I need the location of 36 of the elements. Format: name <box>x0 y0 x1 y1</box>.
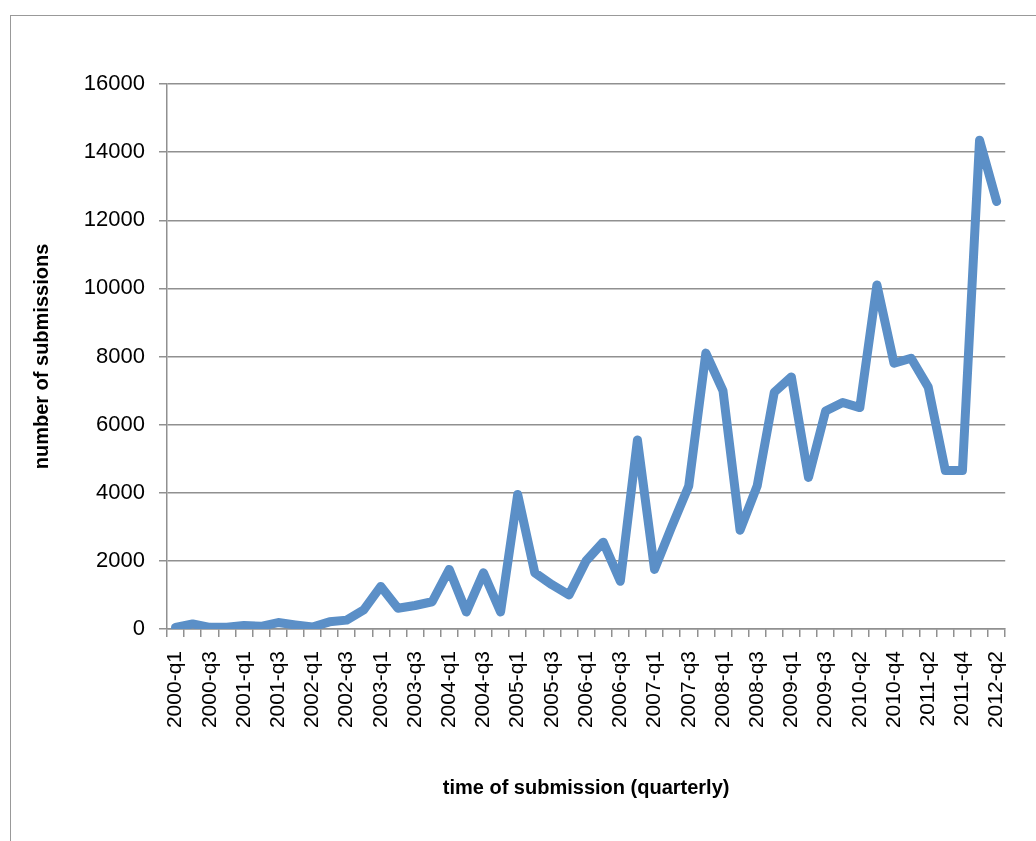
x-tick-label: 2004-q3 <box>470 651 494 729</box>
x-tick-label: 2004-q1 <box>436 651 460 729</box>
x-tick-label: 2009-q1 <box>778 651 802 729</box>
x-tick-label: 2011-q4 <box>949 650 973 727</box>
x-tick-label: 2007-q1 <box>641 651 665 729</box>
y-tick-label: 0 <box>132 615 145 641</box>
x-tick-label: 2010-q4 <box>880 650 904 729</box>
x-tick-label: 2005-q3 <box>538 651 562 729</box>
x-axis-title: time of submission (quarterly) <box>442 775 730 798</box>
x-tick-label: 2002-q3 <box>333 651 357 729</box>
x-tick-label: 2000-q1 <box>162 651 186 729</box>
y-axis-title: number of submissions <box>29 243 52 470</box>
x-tick-label: 2008-q3 <box>743 651 767 729</box>
x-tick-label: 2011-q2 <box>915 651 939 727</box>
x-tick-label: 2010-q2 <box>846 651 870 729</box>
x-tick-label: 2003-q3 <box>401 651 425 729</box>
y-tick-label: 6000 <box>96 410 145 436</box>
x-tick-label: 2006-q1 <box>572 651 596 729</box>
x-tick-label: 2005-q1 <box>504 651 528 729</box>
x-tick-label: 2008-q1 <box>709 651 733 729</box>
x-tick-label: 2002-q1 <box>299 651 323 729</box>
x-tick-label: 2006-q3 <box>607 651 631 729</box>
y-tick-label: 4000 <box>96 478 145 504</box>
x-tick-label: 2007-q3 <box>675 651 699 729</box>
y-tick-label: 2000 <box>96 546 145 572</box>
x-tick-label: 2009-q3 <box>812 651 836 729</box>
y-tick-label: 8000 <box>96 342 145 368</box>
y-tick-label: 12000 <box>83 206 145 232</box>
x-tick-label: 2001-q3 <box>264 651 288 729</box>
y-tick-label: 10000 <box>83 274 145 300</box>
x-tick-label: 2003-q1 <box>367 651 391 729</box>
x-tick-label: 2001-q1 <box>230 651 254 729</box>
x-tick-label: 2012-q2 <box>983 651 1007 729</box>
x-tick-label: 2000-q3 <box>196 651 220 729</box>
y-tick-label: 16000 <box>83 70 145 96</box>
y-tick-label: 14000 <box>83 138 145 164</box>
